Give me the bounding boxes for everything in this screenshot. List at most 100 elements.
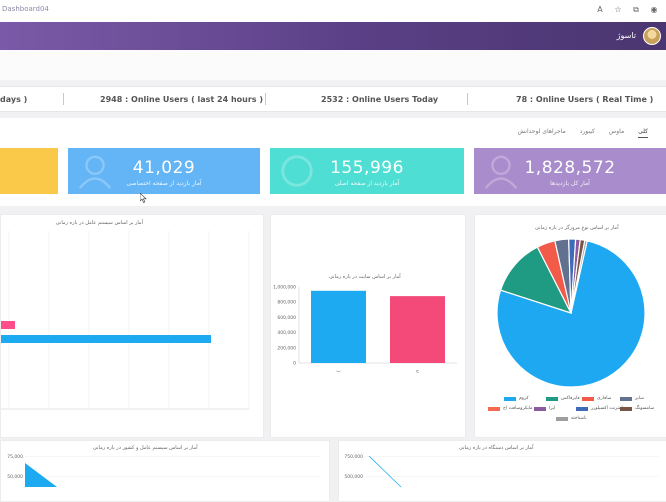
browser-chart-card: آمار بر اساس نوع مرورگر در بازه زمانی (474, 214, 666, 438)
line-series (368, 455, 402, 488)
card-page-visits[interactable]: 41,029 آمار بازدید از صفحه اختصاصی (68, 148, 260, 194)
x-tick-label: ب (336, 369, 340, 374)
legend-swatch (620, 406, 632, 411)
chart-title: آمار بر اساس سایت در بازه زمانی (329, 274, 401, 280)
y-tick-label: 0 (293, 361, 296, 367)
card-yellow[interactable] (0, 148, 58, 194)
y-tick-label: 800,000 (277, 300, 296, 306)
chart-title: آمار بر اساس نوع مرورگر در بازه زمانی (535, 225, 619, 231)
legend-label: ناشناخته (571, 416, 587, 421)
legend-item[interactable]: کروم (504, 396, 529, 401)
mouse-cursor-icon (140, 193, 147, 203)
legend-swatch (620, 396, 632, 401)
card-label: آمار بازدید از صفحه اختصاصی (126, 180, 202, 187)
chart-title: آمار بر اساس سیستم عامل در بازه زمانی (55, 220, 143, 226)
legend-label: اپرا (549, 406, 556, 411)
card-number: 1,828,572 (524, 158, 616, 178)
stat-online-realtime: 78 : Online Users ( Real Time ) (516, 95, 654, 104)
profile-icon[interactable]: ◉ (650, 5, 658, 14)
legend-swatch (534, 406, 546, 411)
top-navbar: تاسوژ (0, 22, 666, 50)
legend-label: فایرفاکس (561, 396, 580, 401)
bar-2 (390, 296, 445, 363)
stat-online-days: days ) (0, 95, 28, 104)
stat-online-today: 2532 : Online Users Today (321, 95, 439, 104)
legend-item[interactable]: فایرفاکس (546, 396, 580, 401)
legend-item[interactable]: مایکروسافت اج (488, 406, 532, 411)
y-tick-label: 600,000 (277, 315, 296, 321)
tab-2[interactable]: ماوس (608, 128, 625, 135)
legend-item[interactable]: ناشناخته (556, 416, 587, 421)
collections-icon[interactable]: ⧉ (633, 5, 639, 14)
card-total-visits[interactable]: 1,828,572 آمار کل بازدیدها (474, 148, 666, 194)
device-line-chart: 750,000 500,000 (344, 454, 659, 488)
x-tick-label: ج (416, 369, 419, 374)
header-spacer (0, 50, 666, 80)
tab-1[interactable]: کلی (638, 128, 648, 138)
online-users-bar: days ) 2948 : Online Users ( last 24 hou… (0, 86, 666, 112)
avatar[interactable] (643, 27, 661, 45)
card-number: 41,029 (132, 158, 196, 178)
tab-3[interactable]: کیبورد (579, 128, 595, 135)
chart-title: آمار بر اساس سیستم عامل و کشور در بازه ز… (93, 445, 198, 451)
legend-swatch (504, 396, 516, 401)
legend-swatch (576, 406, 588, 411)
legend-label: سافاری (597, 396, 612, 401)
y-tick-label: 750,000 (344, 454, 363, 460)
divider (63, 93, 64, 105)
os-country-area-chart: 75,000 50,000 (7, 454, 321, 487)
y-tick-label: 400,000 (277, 330, 296, 336)
os-chart-card: آمار بر اساس سیستم عامل در بازه زمانی (0, 214, 264, 438)
y-tick-label: 75,000 (7, 454, 23, 460)
user-icon (484, 155, 518, 189)
card-label: آمار بازدید از صفحه اصلی (334, 180, 400, 187)
legend-item[interactable]: اپرا (534, 406, 555, 411)
legend-swatch (546, 396, 558, 401)
legend-label: کروم (519, 396, 529, 401)
pie-slice-1 (496, 240, 646, 388)
legend-swatch (556, 416, 568, 421)
user-name[interactable]: تاسوژ (616, 31, 636, 40)
circle-icon (281, 155, 313, 187)
bar-series-2 (1, 335, 211, 343)
legend-item[interactable]: اینترنت اکسپلورر (576, 406, 623, 411)
y-tick-label: 50,000 (7, 474, 23, 480)
y-tick-label: 200,000 (277, 345, 296, 351)
legend-swatch (582, 396, 594, 401)
legend-label: اینترنت اکسپلورر (591, 406, 623, 411)
legend-label: سامسونگ (635, 406, 655, 411)
bar-series-1 (1, 321, 15, 329)
divider (265, 93, 266, 105)
browser-toolbar: Dashboard04 A ☆ ⧉ ◉ (0, 0, 666, 23)
favorite-star-icon[interactable]: ☆ (614, 5, 622, 14)
y-tick-label: 1,000,000 (273, 285, 296, 291)
chart-title: آمار بر اساس دستگاه در بازه زمانی (459, 445, 534, 451)
os-hbar-chart (1, 231, 250, 410)
pie-slice-2 (499, 246, 573, 315)
legend-item[interactable]: سایر (620, 396, 644, 401)
stat-online-24h: 2948 : Online Users ( last 24 hours ) (100, 95, 264, 104)
divider (467, 93, 468, 105)
read-mode-icon[interactable]: A (597, 5, 603, 14)
user-icon (78, 155, 112, 189)
bar-1 (311, 290, 366, 363)
filter-tabs: ماجراهای لوحدانش کیبورد ماوس کلی (518, 128, 648, 138)
tab-4[interactable]: ماجراهای لوحدانش (517, 128, 566, 135)
legend-label: سایر (635, 396, 644, 401)
card-home-visits[interactable]: 155,996 آمار بازدید از صفحه اصلی (270, 148, 464, 194)
y-tick-label: 500,000 (344, 474, 363, 480)
site-vbar-chart: 1,000,000 800,000 600,000 400,000 200,000 0 ب ج (273, 285, 457, 374)
legend-label: مایکروسافت اج (503, 406, 533, 411)
pie-slice-8 (570, 239, 588, 314)
card-label: آمار کل بازدیدها (550, 180, 590, 187)
legend-item[interactable]: سافاری (582, 396, 611, 401)
browser-pie-chart (496, 238, 646, 388)
site-chart-card: آمار بر اساس سایت در بازه زمانی 1,000,00… (270, 214, 466, 438)
url-text[interactable]: Dashboard04 (2, 5, 49, 13)
legend-swatch (488, 406, 500, 411)
card-number: 155,996 (330, 158, 404, 178)
legend-item[interactable]: سامسونگ (620, 406, 654, 411)
area-series (25, 463, 57, 487)
device-chart-card: آمار بر اساس دستگاه در بازه زمانی 750,00… (338, 440, 666, 502)
os-country-chart-card: آمار بر اساس سیستم عامل و کشور در بازه ز… (0, 440, 330, 502)
